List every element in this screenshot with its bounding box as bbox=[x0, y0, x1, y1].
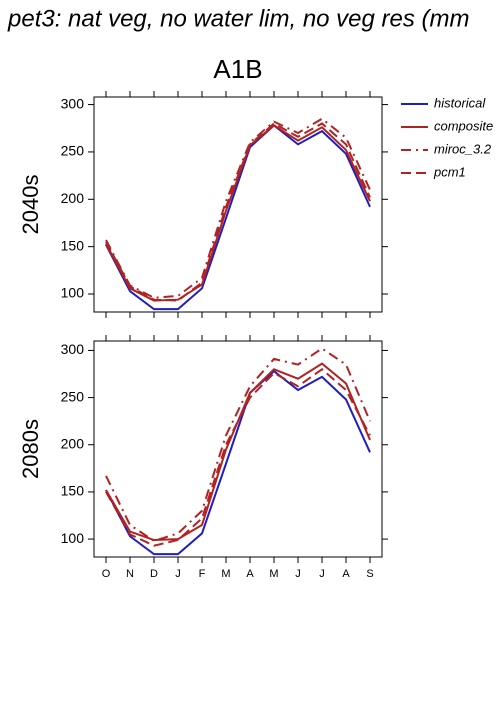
x-tick-label: N bbox=[126, 568, 134, 580]
y-axis-label: 2080s bbox=[18, 419, 43, 479]
series-line bbox=[105, 117, 371, 299]
x-tick-label: A bbox=[246, 568, 254, 580]
y-tick-label: 250 bbox=[61, 388, 85, 404]
y-tick-label: 250 bbox=[61, 143, 85, 159]
x-tick-label: D bbox=[150, 568, 158, 580]
x-tick-label: J bbox=[319, 568, 325, 580]
plot-frame bbox=[93, 96, 383, 313]
series-line bbox=[105, 368, 371, 547]
legend-label: historical bbox=[434, 95, 486, 110]
x-tick-label: S bbox=[366, 568, 373, 580]
figure-title: pet3: nat veg, no water lim, no veg res … bbox=[7, 5, 470, 32]
x-tick-label: F bbox=[199, 568, 206, 580]
column-title: A1B bbox=[213, 54, 262, 84]
y-tick-label: 200 bbox=[61, 190, 85, 206]
y-tick-label: 100 bbox=[61, 285, 85, 301]
x-tick-label: J bbox=[175, 568, 181, 580]
x-tick-label: M bbox=[221, 568, 230, 580]
x-tick-label: M bbox=[269, 568, 278, 580]
y-tick-label: 200 bbox=[61, 435, 85, 451]
legend-label: pcm1 bbox=[433, 164, 466, 179]
y-axis-label: 2040s bbox=[18, 175, 43, 235]
series-line bbox=[105, 369, 371, 556]
y-tick-label: 150 bbox=[61, 483, 85, 499]
legend-label: composite bbox=[434, 118, 493, 133]
plot-frame bbox=[93, 340, 383, 558]
x-tick-label: A bbox=[342, 568, 350, 580]
series-line bbox=[105, 122, 371, 302]
series-line bbox=[105, 347, 371, 543]
x-tick-label: J bbox=[295, 568, 301, 580]
legend-label: miroc_3.2 bbox=[434, 141, 492, 156]
series-line bbox=[105, 362, 371, 542]
x-tick-label: O bbox=[102, 568, 111, 580]
y-tick-label: 300 bbox=[61, 341, 85, 357]
y-tick-label: 100 bbox=[61, 530, 85, 546]
y-tick-label: 150 bbox=[61, 237, 85, 253]
series-line bbox=[105, 124, 371, 311]
series-line bbox=[105, 124, 371, 302]
y-tick-label: 300 bbox=[61, 95, 85, 111]
